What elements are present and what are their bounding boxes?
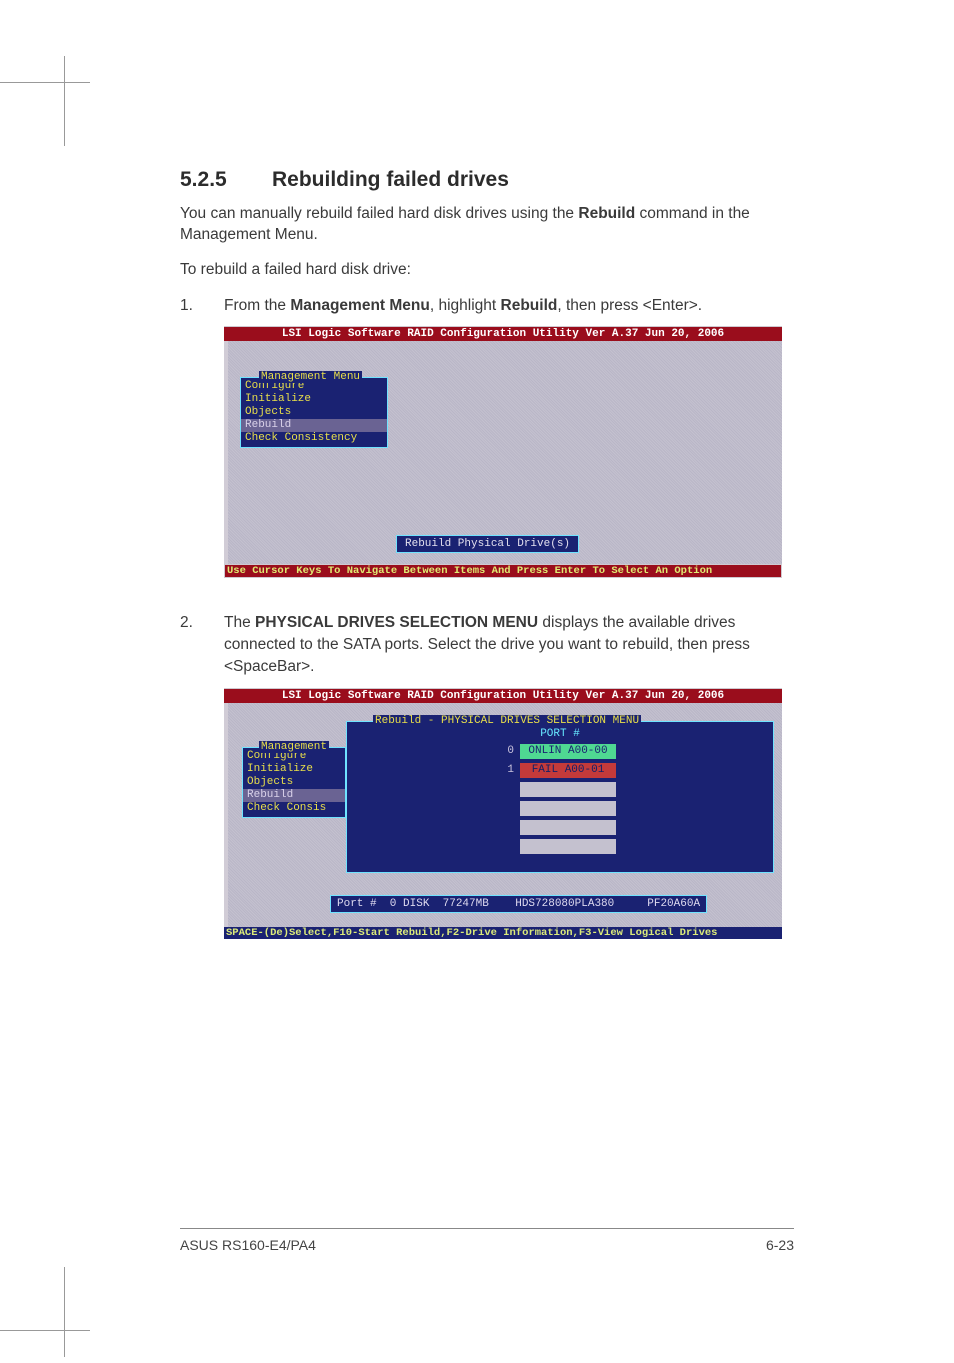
drive-slot-empty — [520, 782, 616, 797]
bios-footer: Use Cursor Keys To Navigate Between Item… — [224, 564, 782, 578]
bios-body: Management Configure Initialize Objects … — [224, 703, 782, 927]
slot-row: 0 ONLIN A00-00 — [347, 744, 773, 759]
management-menu: Management Configure Initialize Objects … — [242, 747, 346, 818]
drive-selection-panel: Rebuild - PHYSICAL DRIVES SELECTION MENU… — [346, 721, 774, 873]
bios-body: Management Menu Configure Initialize Obj… — [224, 341, 782, 564]
menu-item-objects[interactable]: Objects — [241, 406, 387, 419]
intro-bold: Rebuild — [578, 205, 635, 222]
section-heading: 5.2.5Rebuilding failed drives — [180, 168, 794, 192]
section-title: Rebuilding failed drives — [272, 168, 509, 191]
footer-right: 6-23 — [766, 1237, 794, 1253]
intro-paragraph: You can manually rebuild failed hard dis… — [180, 204, 794, 246]
crop-mark-top — [0, 56, 110, 166]
step-number: 2. — [180, 612, 224, 677]
step-body: From the Management Menu, highlight Rebu… — [224, 295, 794, 317]
slot-row: 1 FAIL A00-01 — [347, 763, 773, 778]
lead-paragraph: To rebuild a failed hard disk drive: — [180, 260, 794, 281]
drive-slot-0[interactable]: ONLIN A00-00 — [520, 744, 616, 759]
screenshot-2: LSI Logic Software RAID Configuration Ut… — [224, 688, 782, 939]
bios-footer: SPACE-(De)Select,F10-Start Rebuild,F2-Dr… — [224, 927, 782, 939]
crop-mark-bottom — [0, 1247, 110, 1357]
step-2: 2. The PHYSICAL DRIVES SELECTION MENU di… — [180, 612, 794, 677]
menu-item-rebuild[interactable]: Rebuild — [241, 419, 387, 432]
screenshot-1: LSI Logic Software RAID Configuration Ut… — [224, 326, 782, 578]
drive-info-bar: Port # 0 DISK 77247MB HDS728080PLA380 PF… — [330, 895, 707, 913]
menu-item-check-consistency[interactable]: Check Consistency — [241, 432, 387, 445]
menu-item-check-consistency[interactable]: Check Consis — [243, 802, 345, 815]
menu-item-objects[interactable]: Objects — [243, 776, 345, 789]
section-number: 5.2.5 — [180, 168, 272, 192]
port-header: PORT # — [347, 728, 773, 740]
drive-slot-1[interactable]: FAIL A00-01 — [520, 763, 616, 778]
menu-item-rebuild[interactable]: Rebuild — [243, 789, 345, 802]
tooltip: Rebuild Physical Drive(s) — [396, 535, 579, 553]
page-content: 5.2.5Rebuilding failed drives You can ma… — [180, 168, 794, 939]
bios-titlebar: LSI Logic Software RAID Configuration Ut… — [224, 688, 782, 703]
footer-left: ASUS RS160-E4/PA4 — [180, 1237, 316, 1253]
step-body: The PHYSICAL DRIVES SELECTION MENU displ… — [224, 612, 794, 677]
step-number: 1. — [180, 295, 224, 317]
intro-text: You can manually rebuild failed hard dis… — [180, 205, 578, 222]
menu-item-initialize[interactable]: Initialize — [243, 763, 345, 776]
menu-title: Management Menu — [259, 371, 362, 383]
panel-title: Rebuild - PHYSICAL DRIVES SELECTION MENU — [373, 715, 641, 727]
bios-titlebar: LSI Logic Software RAID Configuration Ut… — [224, 326, 782, 341]
drive-slot-empty — [520, 820, 616, 835]
management-menu: Management Menu Configure Initialize Obj… — [240, 377, 388, 448]
menu-title: Management — [259, 741, 329, 753]
page-footer: ASUS RS160-E4/PA4 6-23 — [180, 1228, 794, 1253]
drive-slot-empty — [520, 839, 616, 854]
menu-item-initialize[interactable]: Initialize — [241, 393, 387, 406]
step-1: 1. From the Management Menu, highlight R… — [180, 295, 794, 317]
drive-slot-empty — [520, 801, 616, 816]
